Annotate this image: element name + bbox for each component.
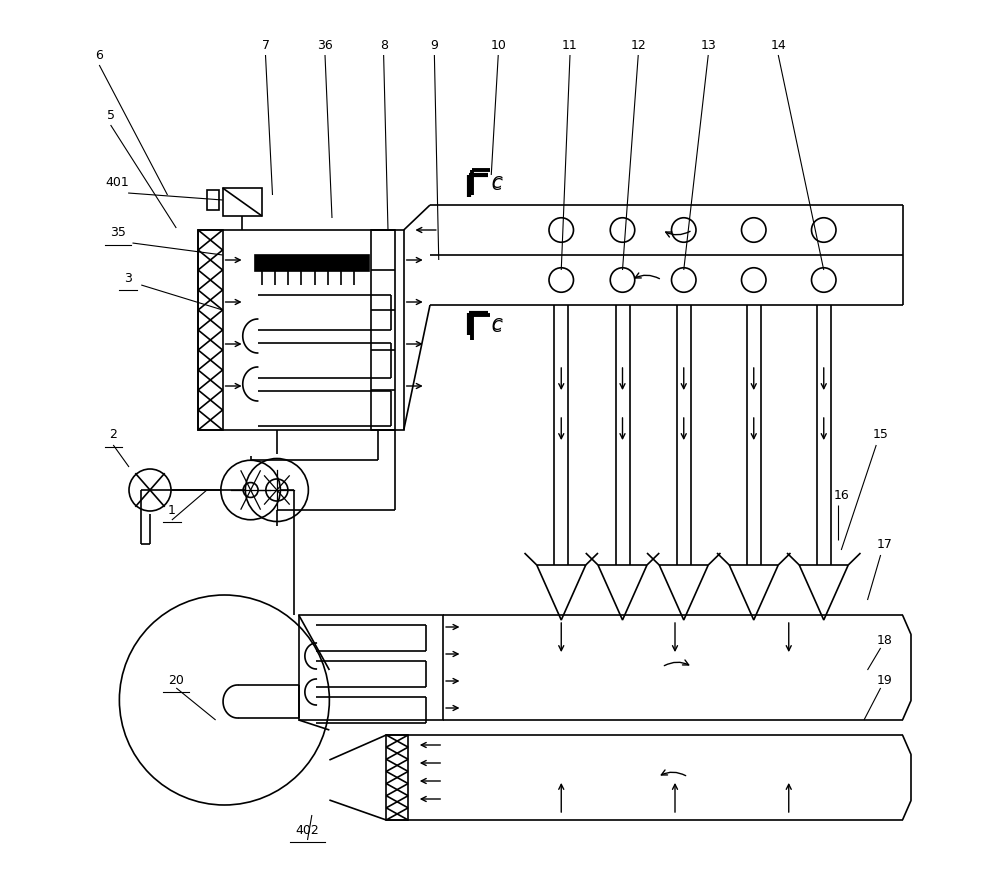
Polygon shape [659,565,708,620]
Polygon shape [537,565,586,620]
Bar [198,230,404,430]
Text: 20: 20 [168,674,184,687]
Text: 9: 9 [430,38,438,52]
Text: C: C [491,320,502,335]
Text: C: C [491,178,502,192]
Text: 10: 10 [490,38,506,52]
Text: 16: 16 [833,488,849,501]
Bar [207,190,219,210]
Polygon shape [598,565,647,620]
Text: 6: 6 [95,48,103,61]
Text: C: C [491,318,502,332]
Text: 11: 11 [562,38,578,52]
Text: 5: 5 [107,108,115,122]
Text: 402: 402 [296,823,319,836]
Text: 19: 19 [877,674,893,687]
Text: 14: 14 [770,38,786,52]
Text: 35: 35 [110,227,126,240]
Bar [386,735,408,820]
Text: 7: 7 [262,38,270,52]
Text: 1: 1 [168,503,176,516]
Text: 401: 401 [106,177,130,190]
Text: 3: 3 [124,271,132,284]
Polygon shape [799,565,848,620]
Bar [255,255,369,271]
Text: C: C [491,176,502,191]
Text: 36: 36 [317,38,333,52]
Text: 13: 13 [700,38,716,52]
Text: 8: 8 [380,38,388,52]
Text: 17: 17 [877,538,893,551]
Text: 15: 15 [873,429,889,442]
Bar [299,615,443,720]
Bar [198,230,223,430]
Bar [223,188,262,216]
Text: 12: 12 [630,38,646,52]
Text: 18: 18 [877,634,893,647]
Bar [371,230,395,430]
Polygon shape [729,565,778,620]
Text: 2: 2 [109,429,117,442]
